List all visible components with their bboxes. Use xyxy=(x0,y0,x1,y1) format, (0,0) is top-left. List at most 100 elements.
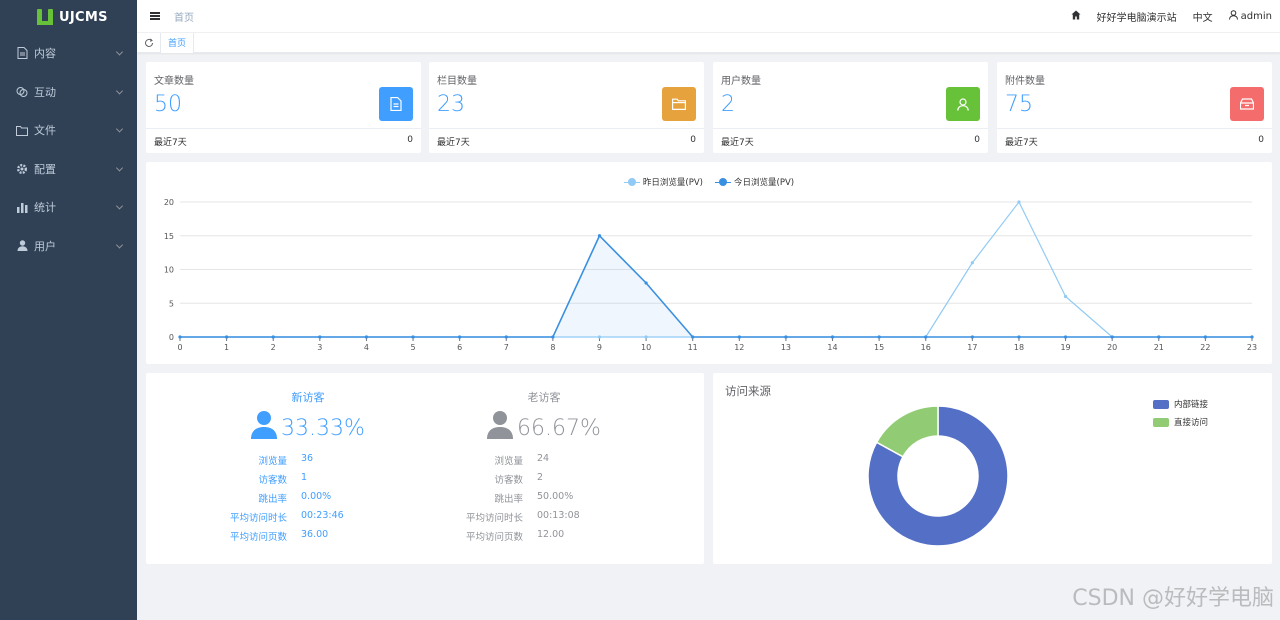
document-icon xyxy=(379,87,413,121)
x-tick-label: 0 xyxy=(177,343,182,352)
chevron-down-icon xyxy=(115,125,124,133)
sidebar-item-interaction[interactable]: 互动 xyxy=(0,73,137,112)
legend-label: 今日浏览量(PV) xyxy=(734,178,795,188)
user-icon xyxy=(946,87,980,121)
yesterday-point xyxy=(644,335,648,339)
stat-label: 跳出率 xyxy=(494,494,523,505)
chart-legend: 昨日浏览量(PV) 今日浏览量(PV) xyxy=(146,176,1272,188)
slice-direct-visit xyxy=(875,405,939,458)
stat-card-channels: 栏目数量 23 最近7天 0 xyxy=(429,62,704,153)
today-point xyxy=(830,335,835,339)
x-tick-label: 5 xyxy=(410,343,415,352)
visitor-card: 新访客 33.33% 浏览量 36 访客数 1 跳出率 0.00% 平均访问时长 00:… xyxy=(146,373,704,564)
legend-item-yesterday[interactable]: 昨日浏览量(PV) xyxy=(623,176,703,188)
x-tick-label: 2 xyxy=(271,343,276,352)
brand[interactable]: UJCMS xyxy=(0,0,137,34)
stat-footer-value: 0 xyxy=(690,135,696,145)
folder-icon xyxy=(662,87,696,121)
today-point xyxy=(271,335,275,339)
today-point xyxy=(1157,335,1161,339)
legend-item-today[interactable]: 今日浏览量(PV) xyxy=(715,176,794,188)
chevron-down-icon xyxy=(115,241,124,249)
stat-footer-label: 最近7天 xyxy=(154,138,187,148)
stat-label: 浏览量 xyxy=(494,456,523,467)
today-point xyxy=(551,335,555,339)
sidebar-item-label: 用户 xyxy=(34,239,56,253)
today-point xyxy=(225,335,229,339)
x-tick-label: 1 xyxy=(224,343,229,352)
folder-icon xyxy=(16,124,28,136)
legend-label: 直接访问 xyxy=(1174,418,1209,428)
user-icon xyxy=(16,240,28,252)
today-point xyxy=(691,335,695,339)
stat-row: 平均访问时长 00:13:08 xyxy=(429,510,659,529)
sidebar-item-label: 配置 xyxy=(34,162,56,176)
stat-label: 浏览量 xyxy=(258,456,287,467)
top-navbar: 首页 好好学电脑演示站 中文 admin xyxy=(137,0,1280,33)
x-tick-label: 3 xyxy=(317,343,322,352)
stat-label: 平均访问页数 xyxy=(229,532,287,543)
stat-row: 访客数 2 xyxy=(429,472,659,491)
stat-value: 12.00 xyxy=(537,529,565,540)
x-tick-label: 20 xyxy=(1107,343,1117,352)
stat-row: 平均访问页数 12.00 xyxy=(429,529,659,548)
hamburger-icon[interactable] xyxy=(150,12,160,20)
sidebar-item-files[interactable]: 文件 xyxy=(0,111,137,150)
stat-value: 2 xyxy=(537,472,544,483)
stat-value: 75 xyxy=(1005,92,1033,117)
gear-icon xyxy=(16,163,28,175)
today-point xyxy=(318,335,322,339)
sidebar-item-users[interactable]: 用户 xyxy=(0,227,137,266)
x-tick-label: 13 xyxy=(781,343,791,352)
stat-value: 2 xyxy=(721,92,735,117)
refresh-icon[interactable] xyxy=(137,32,161,53)
stat-footer-value: 0 xyxy=(1258,135,1264,145)
tab-home[interactable]: 首页 xyxy=(161,32,195,53)
chevron-down-icon xyxy=(115,164,124,172)
today-point xyxy=(1110,335,1114,339)
today-point xyxy=(411,335,415,339)
returning-visitor-title: 老访客 xyxy=(527,391,561,404)
stat-footer-label: 最近7天 xyxy=(437,138,470,148)
x-tick-label: 6 xyxy=(457,343,462,352)
stat-title: 栏目数量 xyxy=(437,76,477,87)
stat-footer-value: 0 xyxy=(407,135,413,145)
y-tick-label: 10 xyxy=(164,266,174,275)
stat-card-articles: 文章数量 50 最近7天 0 xyxy=(146,62,421,153)
legend-item-internal[interactable]: 内部链接 xyxy=(1153,395,1208,413)
chevron-down-icon xyxy=(115,202,124,210)
bar-chart-icon xyxy=(16,201,28,213)
stat-value: 36.00 xyxy=(301,529,329,540)
pageview-chart-card: 昨日浏览量(PV) 今日浏览量(PV) 0 5 10 15 20 0 1 2 3 4 5 6 7 8 9 10… xyxy=(146,162,1272,364)
sidebar-item-content[interactable]: 内容 xyxy=(0,34,137,73)
x-tick-label: 4 xyxy=(364,343,369,352)
brand-name: UJCMS xyxy=(59,9,108,25)
sidebar-item-label: 互动 xyxy=(34,85,56,99)
today-point xyxy=(597,234,602,238)
watermark: CSDN @好好学电脑 xyxy=(1072,586,1274,611)
user-menu[interactable]: admin xyxy=(1228,10,1272,23)
site-name-link[interactable]: 好好学电脑演示站 xyxy=(1096,13,1177,24)
box-icon xyxy=(1230,87,1264,121)
donut-chart xyxy=(867,405,1009,547)
x-tick-label: 7 xyxy=(504,343,509,352)
sidebar-item-stats[interactable]: 统计 xyxy=(0,188,137,227)
logo-icon xyxy=(37,9,53,25)
breadcrumb[interactable]: 首页 xyxy=(174,12,194,24)
legend-item-direct[interactable]: 直接访问 xyxy=(1153,413,1208,431)
today-point xyxy=(504,335,508,339)
x-tick-label: 21 xyxy=(1154,343,1164,352)
stat-row: 跳出率 50.00% xyxy=(429,491,659,510)
x-tick-label: 23 xyxy=(1247,343,1257,352)
home-icon[interactable] xyxy=(1071,10,1081,23)
sidebar-item-config[interactable]: 配置 xyxy=(0,150,137,189)
x-tick-label: 18 xyxy=(1014,343,1024,352)
stat-title: 附件数量 xyxy=(1005,76,1045,87)
stat-row: 浏览量 24 xyxy=(429,453,659,472)
stat-row: 跳出率 0.00% xyxy=(193,491,423,510)
x-tick-label: 19 xyxy=(1060,343,1070,352)
stat-value: 0.00% xyxy=(301,491,332,502)
traffic-source-card: 访问来源 内部链接 直接访问 xyxy=(713,373,1272,564)
yesterday-point xyxy=(1063,294,1068,299)
language-switch[interactable]: 中文 xyxy=(1192,13,1213,24)
